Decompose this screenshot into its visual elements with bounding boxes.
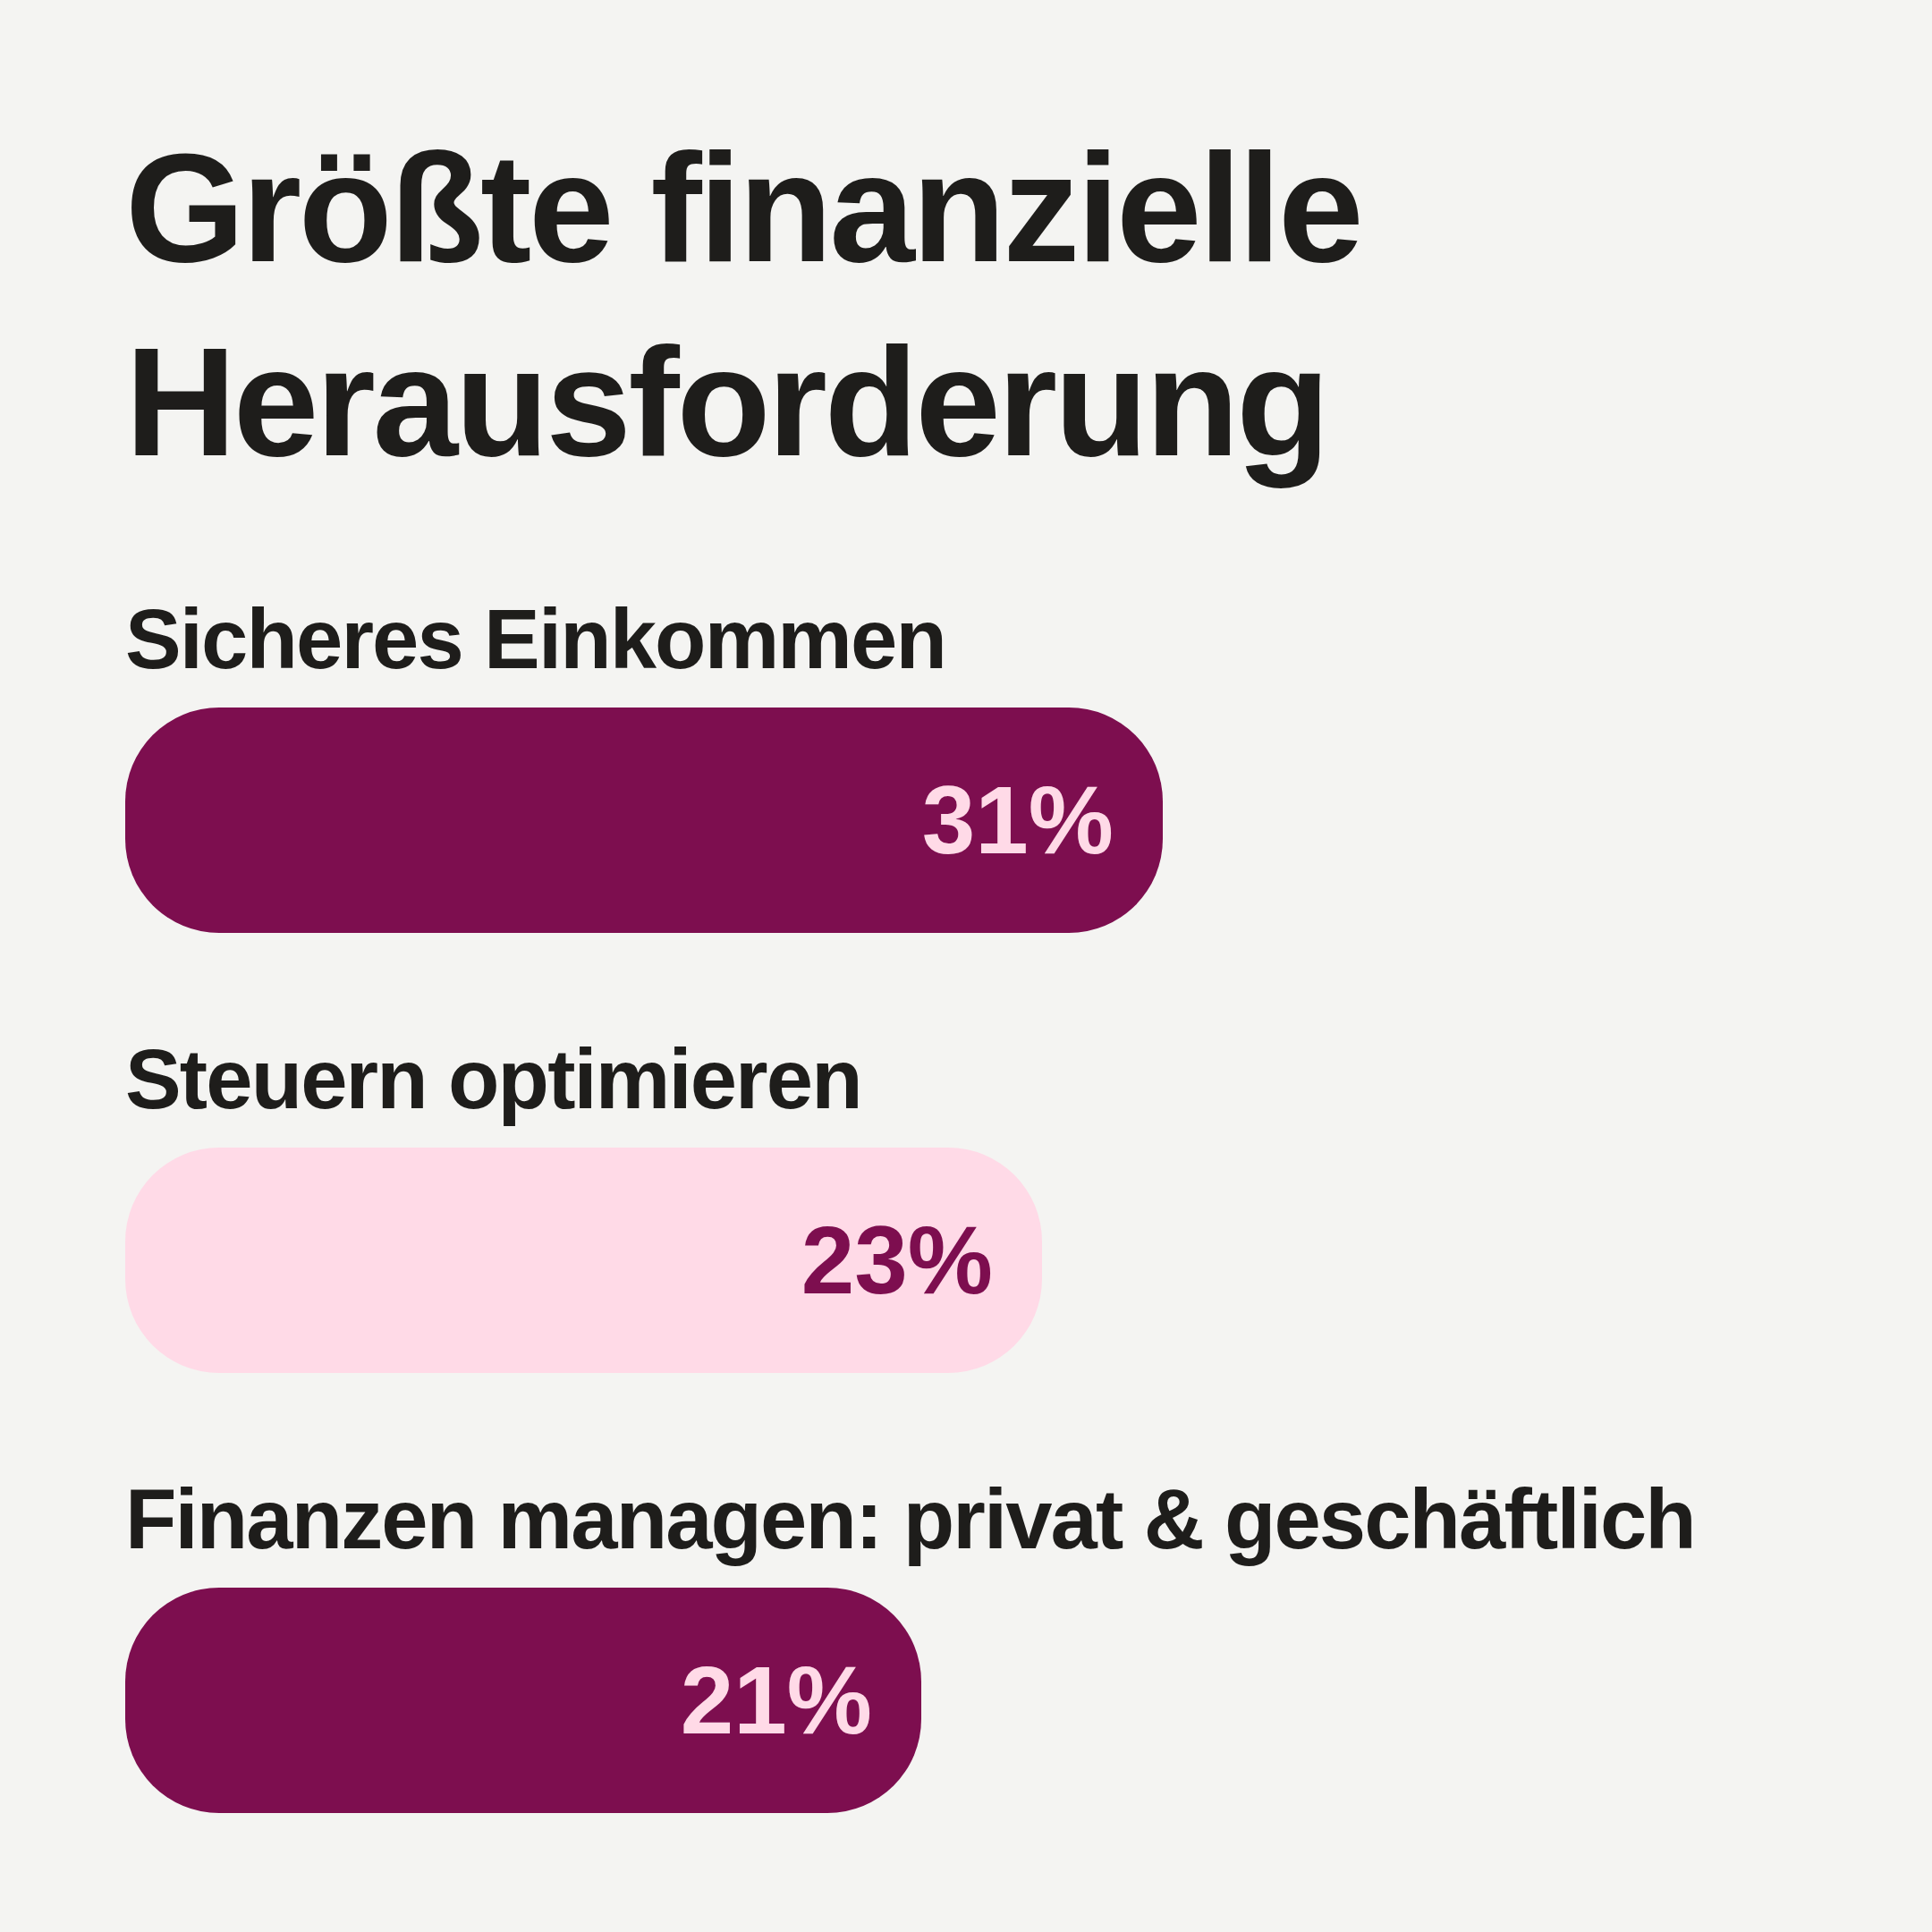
bar: 31% bbox=[125, 708, 1163, 933]
bar: 23% bbox=[125, 1148, 1042, 1373]
bar-value: 31% bbox=[922, 765, 1114, 876]
bar-row: Finanzen managen: privat & geschäftlich … bbox=[125, 1470, 1807, 1813]
bar-value: 21% bbox=[681, 1645, 872, 1756]
bar-label: Finanzen managen: privat & geschäftlich bbox=[125, 1470, 1807, 1571]
infographic-root: Größte finanzielle Herausforderung Sicher… bbox=[0, 0, 1932, 1932]
bar: 21% bbox=[125, 1588, 921, 1813]
bar-row: Steuern optimieren 23% bbox=[125, 1030, 1807, 1373]
bar-row: Sicheres Einkommen 31% bbox=[125, 589, 1807, 933]
page-title-line-2: Herausforderung bbox=[125, 316, 1327, 487]
page-title-line-1: Größte finanzielle bbox=[125, 122, 1360, 293]
bar-label: Steuern optimieren bbox=[125, 1030, 1807, 1131]
bar-label: Sicheres Einkommen bbox=[125, 589, 1807, 691]
bar-chart: Sicheres Einkommen 31% Steuern optimiere… bbox=[125, 589, 1807, 1812]
page-title: Größte finanzielle Herausforderung bbox=[125, 0, 1807, 498]
bar-value: 23% bbox=[801, 1205, 993, 1316]
